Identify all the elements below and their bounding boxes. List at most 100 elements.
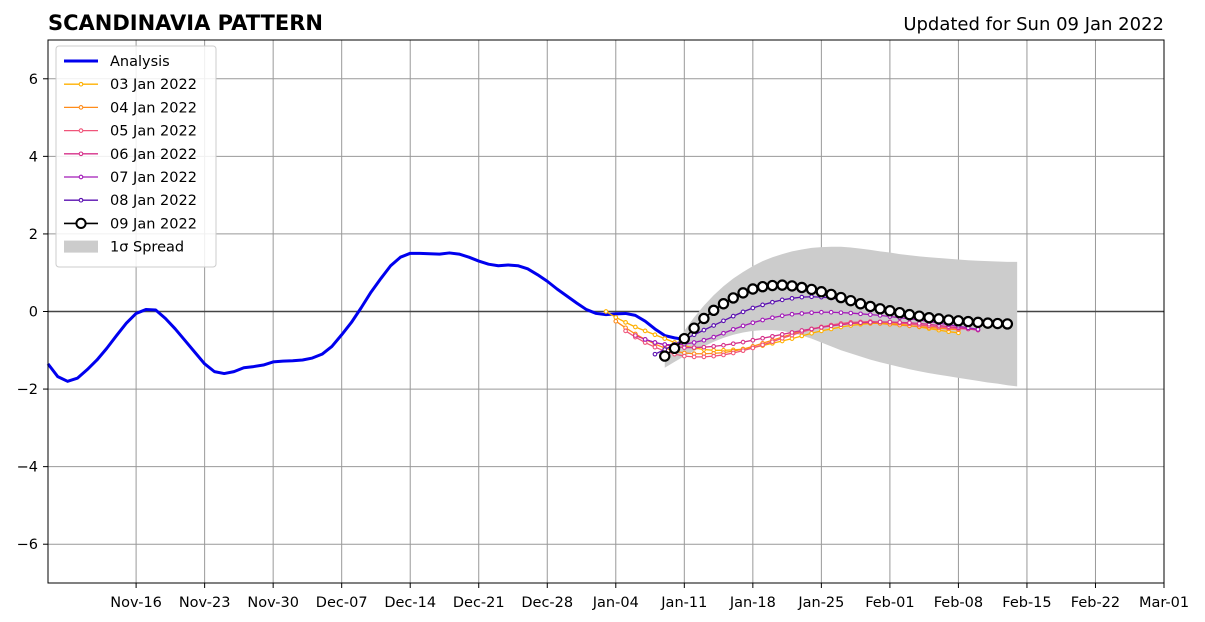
forecast-point xyxy=(711,334,717,340)
forecast-point xyxy=(721,318,726,324)
forecast-point xyxy=(805,283,818,296)
x-tick-label: Feb-15 xyxy=(1002,595,1051,611)
forecast-point xyxy=(789,295,795,301)
forecast-point xyxy=(701,354,707,360)
forecast-point xyxy=(756,280,769,293)
forecast-point xyxy=(711,344,717,349)
forecast-series xyxy=(659,279,1014,362)
forecast-point xyxy=(854,298,867,310)
forecast-point xyxy=(623,328,628,334)
forecast-point xyxy=(907,320,912,326)
forecast-point xyxy=(633,324,638,330)
forecast-point xyxy=(698,312,710,325)
forecast-point xyxy=(659,350,671,362)
forecast-point xyxy=(770,333,775,339)
forecast-point xyxy=(603,309,609,314)
forecast-point xyxy=(642,337,648,342)
chart-title: SCANDINAVIA PATTERN xyxy=(48,11,323,35)
forecast-point xyxy=(848,310,854,316)
forecast-point xyxy=(809,294,814,300)
y-tick-label: −4 xyxy=(17,460,38,476)
y-tick-label: 2 xyxy=(29,227,38,243)
forecast-point xyxy=(897,320,903,325)
forecast-point xyxy=(838,310,844,316)
forecast-point xyxy=(903,308,916,321)
forecast-point xyxy=(1001,318,1014,330)
legend-item: 09 Jan 2022 xyxy=(64,216,197,232)
forecast-point xyxy=(652,332,658,338)
legend-item: 08 Jan 2022 xyxy=(64,193,197,209)
forecast-point xyxy=(828,309,834,315)
forecast-point xyxy=(701,337,707,343)
forecast-point xyxy=(838,322,844,328)
forecast-point xyxy=(668,342,681,355)
forecast-point xyxy=(942,314,955,326)
forecast-point xyxy=(652,351,658,357)
forecast-point xyxy=(858,311,863,317)
forecast-point xyxy=(982,317,994,329)
forecast-point xyxy=(730,326,736,332)
forecast-point xyxy=(799,311,805,316)
x-tick-label: Feb-08 xyxy=(934,595,983,611)
legend-label: 04 Jan 2022 xyxy=(110,100,197,116)
forecast-point xyxy=(740,339,746,345)
legend-label: 09 Jan 2022 xyxy=(110,216,197,232)
forecast-point xyxy=(874,303,886,315)
forecast-point xyxy=(642,328,648,334)
forecast-point xyxy=(760,302,765,308)
forecast-point xyxy=(652,340,658,345)
legend-item: 05 Jan 2022 xyxy=(64,124,197,140)
forecast-point xyxy=(633,333,638,338)
series-layer xyxy=(46,251,1014,383)
forecast-point xyxy=(721,352,726,358)
forecast-point xyxy=(707,304,720,317)
forecast-point xyxy=(972,316,984,329)
forecast-point xyxy=(750,320,756,326)
x-tick-label: Nov-30 xyxy=(247,595,299,611)
legend-item: 1σ Spread xyxy=(64,240,184,256)
forecast-point xyxy=(828,323,834,329)
legend-swatch xyxy=(64,240,98,253)
forecast-point xyxy=(662,342,668,347)
forecast-point xyxy=(766,279,779,292)
forecast-point xyxy=(848,321,854,326)
legend-label: 03 Jan 2022 xyxy=(110,77,197,93)
forecast-point xyxy=(688,322,700,334)
forecast-point xyxy=(789,330,795,335)
forecast-point xyxy=(727,292,739,304)
forecast-point xyxy=(623,320,628,325)
forecast-point xyxy=(760,317,765,323)
forecast-point xyxy=(779,335,785,341)
forecast-point xyxy=(893,306,906,319)
x-tick-label: Nov-23 xyxy=(179,595,231,611)
forecast-point xyxy=(740,348,746,354)
axis-ticks: Nov-16 Nov-23 Nov-30 Dec-07 Dec-14 Dec-21 Dec-… xyxy=(17,72,1189,611)
legend-box xyxy=(55,45,217,268)
forecast-point xyxy=(691,354,697,360)
spread-band xyxy=(664,246,1018,387)
legend-item: 07 Jan 2022 xyxy=(64,170,197,186)
forecast-point xyxy=(770,299,775,305)
forecast-point xyxy=(799,294,805,300)
forecast-point xyxy=(952,315,965,327)
forecast-point xyxy=(867,320,873,325)
chart-subtitle: Updated for Sun 09 Jan 2022 xyxy=(903,14,1164,35)
x-tick-label: Jan-11 xyxy=(660,595,707,611)
forecast-point xyxy=(747,283,759,295)
legend-marker xyxy=(78,174,84,180)
forecast-point xyxy=(721,330,726,336)
forecast-point xyxy=(789,311,795,317)
forecast-point xyxy=(825,288,837,301)
forecast-point xyxy=(721,342,726,348)
forecast-point xyxy=(701,344,707,350)
legend: Analysis 03 Jan 2022 04 Jan 2022 05 Jan 202… xyxy=(55,45,217,268)
forecast-point xyxy=(975,326,981,332)
x-tick-label: Feb-22 xyxy=(1071,595,1120,611)
forecast-point xyxy=(776,279,788,291)
forecast-point xyxy=(737,287,749,299)
forecast-point xyxy=(923,312,935,324)
forecast-point xyxy=(867,312,873,317)
legend-marker xyxy=(78,197,84,203)
x-tick-label: Feb-01 xyxy=(865,595,914,611)
